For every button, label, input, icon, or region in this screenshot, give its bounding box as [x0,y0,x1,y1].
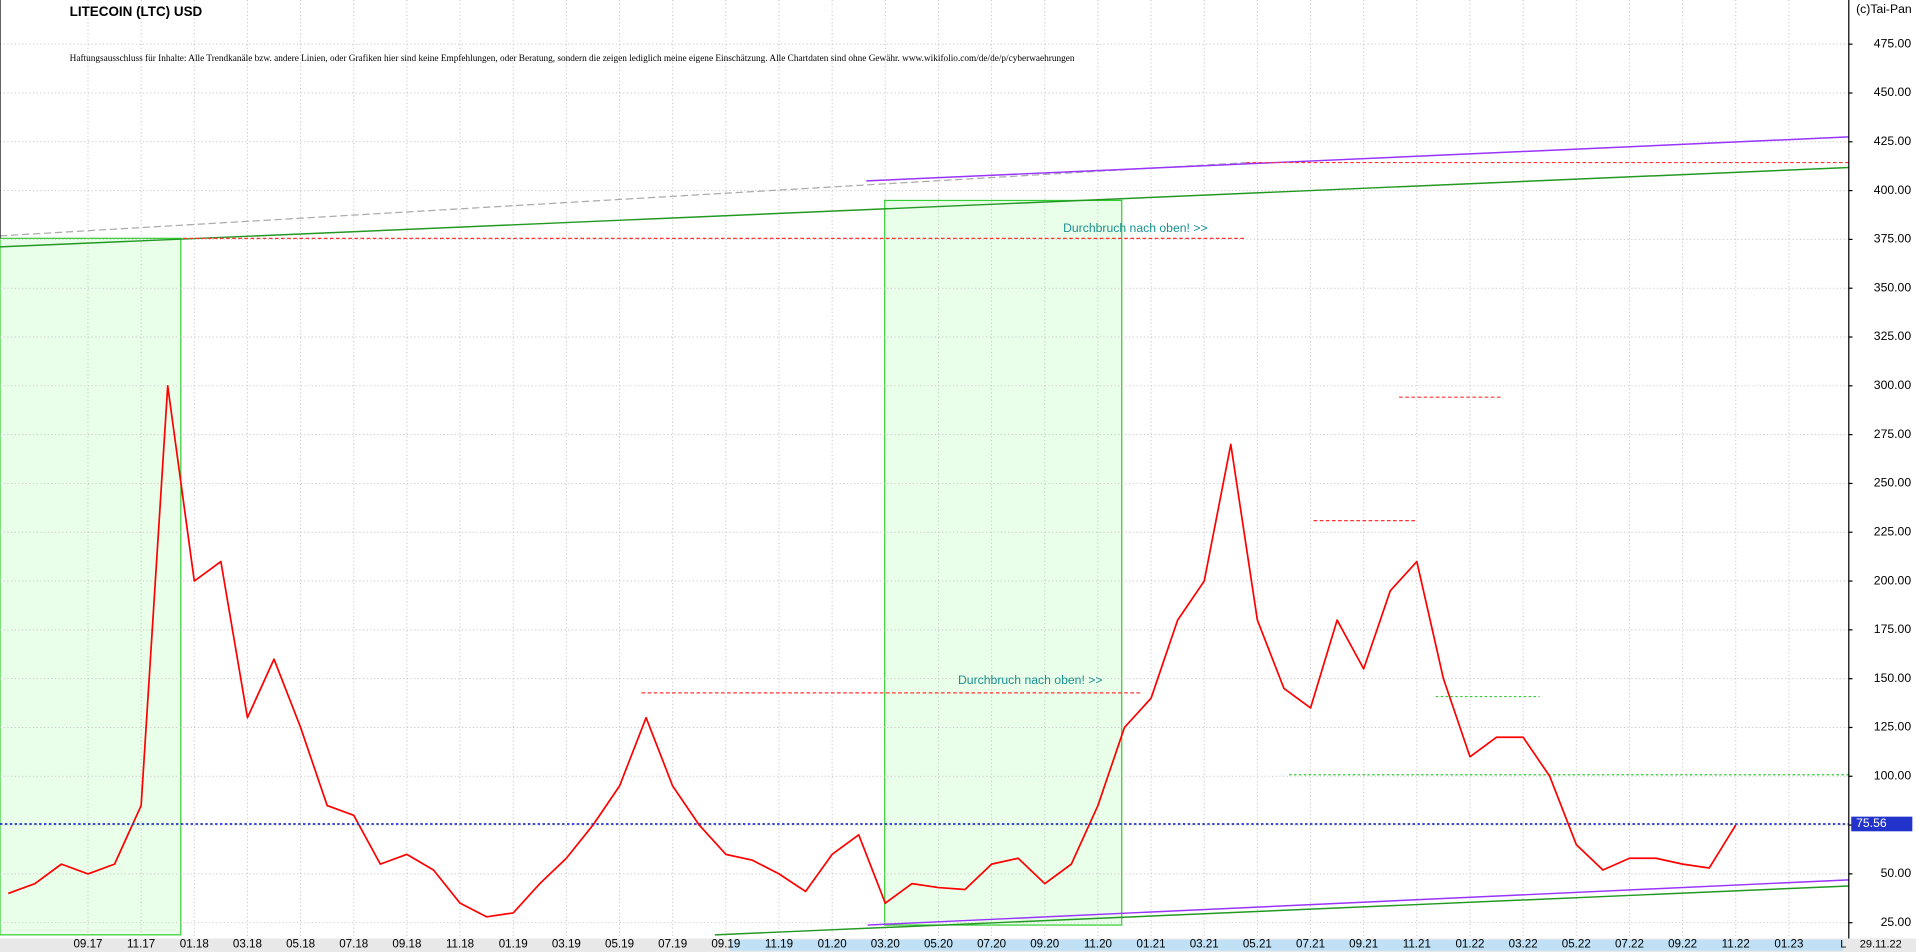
x-tick-label: 09.17 [73,938,102,951]
trend-line [0,161,1247,237]
x-tick-label: 03.21 [1190,938,1219,951]
x-tick-label: 03.20 [871,938,900,951]
source: (c)Tai-Pan [1856,2,1912,16]
y-tick-label: 475.00 [1874,36,1912,50]
x-tick-label: 01.20 [818,938,847,951]
y-tick-label: 400.00 [1874,183,1912,197]
x-tick-label: 07.22 [1615,938,1644,951]
x-tick-label: 09.20 [1030,938,1059,951]
price-line [7,384,1737,918]
last-date: 29.11.22 [1860,939,1902,951]
y-tick-label: 150.00 [1874,671,1912,685]
scroll-range [729,939,1843,951]
x-tick-label: 09.21 [1349,938,1378,951]
highlight-box [884,199,1123,926]
x-tick-label: 09.22 [1668,938,1697,951]
x-tick-label: 07.19 [658,938,687,951]
x-tick-label: 11.21 [1403,938,1431,951]
x-tick-label: 01.23 [1774,938,1803,951]
highlight-box [0,237,182,936]
grid [0,0,1849,939]
trend-line [714,885,1849,936]
y-tick-label: 350.00 [1874,280,1912,294]
x-tick-label: 09.19 [711,938,740,951]
y-tick-label: 225.00 [1874,524,1912,538]
disclaimer: Haftungsausschluss für Inhalte: Alle Tre… [70,54,1075,64]
plot [0,384,1849,918]
x-tick-label: 05.21 [1243,938,1272,951]
y-tick-label: 450.00 [1874,85,1912,99]
x-tick-label: 01.21 [1137,938,1166,951]
last-price-label: 75.56 [1856,816,1887,830]
y-tick-label: 50.00 [1881,866,1912,880]
x-tick-label: 05.22 [1562,938,1591,951]
y-tick-label: 275.00 [1874,427,1912,441]
y-tick-label: 425.00 [1874,134,1912,148]
trend-line [0,166,1849,248]
y-tick-label: 200.00 [1874,573,1912,587]
x-tick-label: 11.20 [1084,938,1112,951]
y-tick-label: 175.00 [1874,622,1912,636]
x-tick-label: 09.18 [392,938,421,951]
annotation: Durchbruch nach oben! >> [958,673,1103,687]
x-tick-label: 05.18 [286,938,315,951]
x-tick-label: 03.18 [233,938,262,951]
y-tick-label: 250.00 [1874,476,1912,490]
x-tick-label: 11.17 [127,938,155,951]
y-tick-label: 300.00 [1874,378,1912,392]
y-tick-label: 25.00 [1881,915,1912,929]
corner-label: L [1840,939,1846,951]
x-tick-label: 05.20 [924,938,953,951]
y-tick-label: 375.00 [1874,232,1912,246]
x-tick-label: 01.19 [499,938,528,951]
x-tick-label: 07.20 [977,938,1006,951]
x-tick-label: 01.18 [180,938,209,951]
x-tick-label: 03.22 [1509,938,1538,951]
x-tick-label: 07.21 [1296,938,1325,951]
x-tick-label: 03.19 [552,938,581,951]
x-tick-label: 01.22 [1455,938,1484,951]
x-tick-label: 05.19 [605,938,634,951]
x-tick-label: 07.18 [339,938,368,951]
x-tick-label: 11.19 [765,938,793,951]
y-tick-label: 100.00 [1874,768,1912,782]
last-price-box [1851,816,1913,832]
y-tick-label: 125.00 [1874,720,1912,734]
x-tick-label: 11.22 [1722,938,1750,951]
trend-line [867,879,1849,926]
annotation: Durchbruch nach oben! >> [1063,221,1208,235]
y-tick-label: 325.00 [1874,329,1912,343]
drawings [0,136,1849,936]
trend-line [866,136,1849,182]
drawings-back [0,199,1123,936]
chart-title: LITECOIN (LTC) USD [70,4,203,19]
x-tick-label: 11.18 [446,938,474,951]
